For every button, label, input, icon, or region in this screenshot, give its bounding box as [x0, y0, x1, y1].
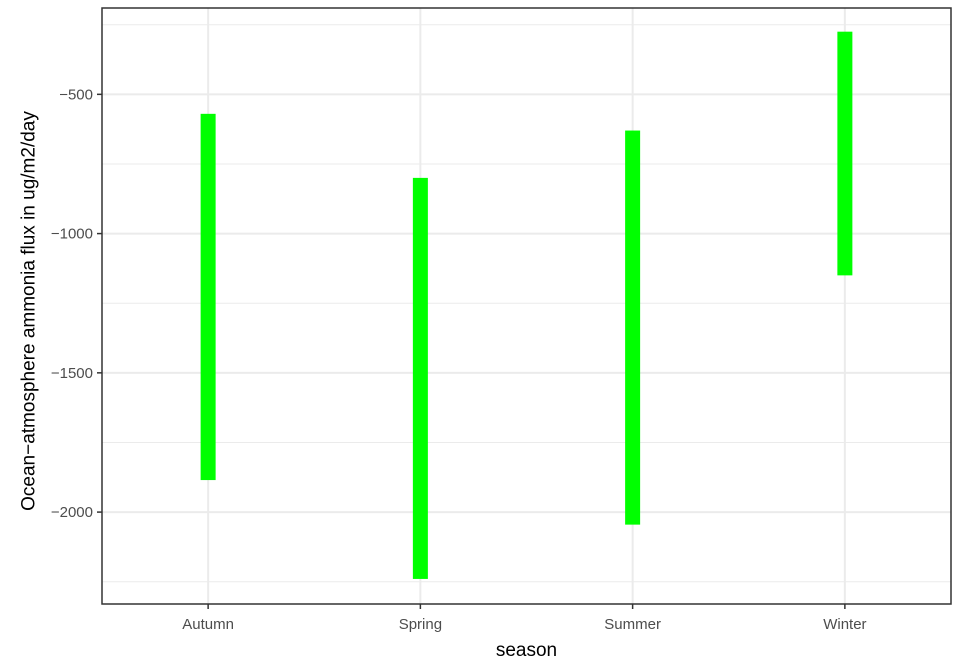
x-axis-title: season	[496, 640, 557, 661]
x-tick-label: Winter	[823, 616, 866, 633]
y-axis-title: Ocean−atmosphere ammonia flux in ug/m2/d…	[19, 111, 40, 511]
minor-gridlines	[102, 24, 951, 583]
panel-border	[101, 7, 952, 605]
y-tick-label: −500	[59, 86, 93, 103]
x-tick-label: Summer	[604, 616, 661, 633]
range-bar-winter	[837, 31, 853, 276]
range-bars	[200, 31, 853, 579]
range-bar-autumn	[200, 113, 216, 481]
y-tick-label: −1000	[51, 226, 93, 243]
x-tick-label: Spring	[399, 616, 442, 633]
major-gridlines	[102, 8, 951, 604]
x-axis-ticks: Autumn Spring Summer Winter	[182, 604, 867, 633]
range-bar-summer	[625, 130, 641, 525]
x-tick-label: Autumn	[182, 616, 234, 633]
y-tick-label: −2000	[51, 504, 93, 521]
y-axis-ticks: −2000 −1500 −1000 −500	[51, 86, 102, 521]
y-tick-label: −1500	[51, 365, 93, 382]
range-bar-spring	[412, 177, 428, 579]
